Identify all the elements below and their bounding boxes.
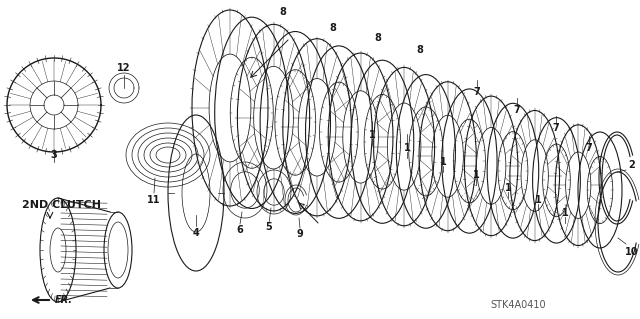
Text: 6: 6 [237, 225, 243, 235]
Text: FR.: FR. [55, 295, 73, 305]
Text: 12: 12 [117, 63, 131, 73]
Text: 8: 8 [280, 7, 287, 17]
Text: 7: 7 [474, 87, 481, 97]
Text: 8: 8 [374, 33, 381, 43]
Text: 1: 1 [504, 183, 511, 193]
Text: 9: 9 [296, 229, 303, 239]
Text: 1: 1 [562, 208, 568, 218]
Text: 1: 1 [534, 195, 541, 205]
Text: 4: 4 [193, 228, 200, 238]
Text: 1: 1 [404, 143, 410, 153]
Text: STK4A0410: STK4A0410 [490, 300, 546, 310]
Text: 3: 3 [51, 150, 58, 160]
Text: 7: 7 [586, 143, 593, 153]
Text: 1: 1 [440, 157, 446, 167]
Text: 8: 8 [417, 45, 424, 55]
Text: 10: 10 [625, 247, 639, 257]
Text: 5: 5 [266, 222, 273, 232]
Text: 7: 7 [514, 105, 520, 115]
Text: 1: 1 [472, 170, 479, 180]
Text: 2ND CLUTCH: 2ND CLUTCH [22, 200, 101, 210]
Text: 8: 8 [330, 23, 337, 33]
Text: 11: 11 [147, 195, 161, 205]
Text: 1: 1 [369, 130, 376, 140]
Text: 7: 7 [552, 123, 559, 133]
Text: 2: 2 [628, 160, 636, 170]
